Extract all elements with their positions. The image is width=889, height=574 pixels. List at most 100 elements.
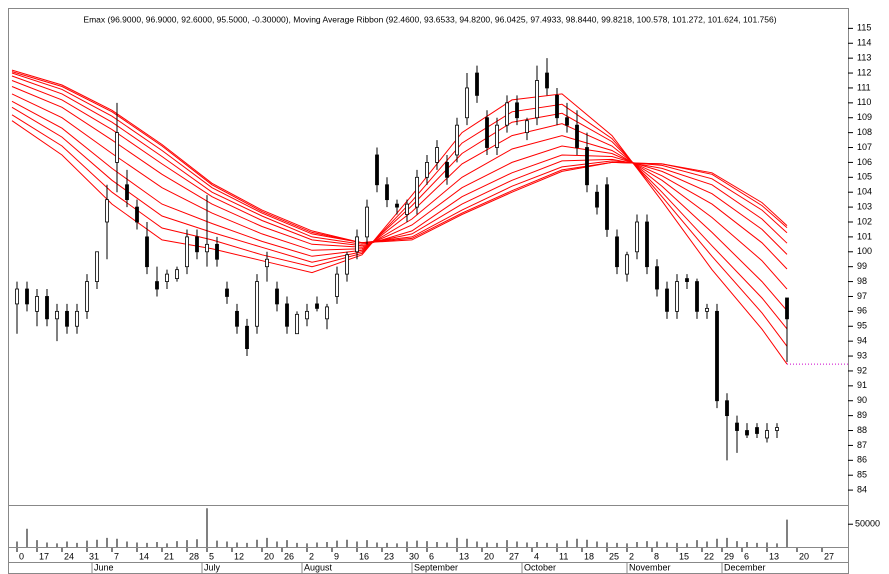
ribbon-line: [11, 100, 788, 312]
chart-title: Emax (96.9000, 96.9000, 92.6000, 95.5000…: [83, 14, 776, 24]
y-tick-label: 108: [857, 127, 872, 137]
y-tick-label: 111: [857, 82, 871, 92]
x-tick-label: 5: [209, 551, 214, 561]
x-tick-label: 8: [654, 551, 659, 561]
x-tick-label: 18: [584, 551, 594, 561]
month-label: August: [304, 562, 333, 572]
candle-body: [195, 236, 199, 253]
candle-body: [745, 430, 749, 436]
candle-body: [565, 117, 569, 126]
candle-body: [215, 243, 219, 260]
candle-body: [725, 400, 729, 417]
y-tick-label: 92: [857, 365, 867, 375]
candle-body: [525, 120, 529, 134]
volume-tick-label: 50000: [855, 519, 880, 529]
candle-body: [495, 124, 499, 148]
x-tick-label: 22: [704, 551, 714, 561]
candle-body: [335, 273, 339, 297]
candle-body: [735, 422, 739, 431]
y-tick-label: 88: [857, 425, 867, 435]
candle-body: [175, 269, 179, 279]
candle-body: [125, 184, 129, 201]
candle-body: [65, 310, 69, 327]
y-tick-label: 103: [857, 201, 872, 211]
candle-body: [625, 254, 629, 275]
y-tick-label: 93: [857, 350, 867, 360]
candle-body: [85, 281, 89, 312]
candle-body: [245, 325, 249, 350]
candle-body: [255, 281, 259, 327]
candle-body: [295, 313, 299, 335]
candle-body: [235, 310, 239, 327]
x-tick-label: 13: [769, 551, 779, 561]
month-label: July: [204, 562, 221, 572]
candle-body: [155, 281, 159, 290]
candle-body: [275, 288, 279, 305]
month-label: June: [94, 562, 114, 572]
candle-body: [655, 266, 659, 290]
x-tick-label: 24: [64, 551, 74, 561]
x-tick-label: 15: [679, 551, 689, 561]
candle-body: [585, 147, 589, 186]
y-tick-label: 115: [857, 23, 871, 33]
candle-body: [165, 273, 169, 282]
x-tick-label: 20: [264, 551, 274, 561]
candle-body: [425, 162, 429, 178]
x-tick-label: 12: [234, 551, 244, 561]
candle-body: [345, 254, 349, 275]
y-tick-label: 113: [857, 53, 871, 63]
month-label: September: [414, 562, 458, 572]
y-tick-label: 89: [857, 410, 867, 420]
month-label: December: [724, 562, 766, 572]
x-tick-label: 25: [609, 551, 619, 561]
candle-body: [365, 206, 369, 238]
candle-body: [685, 278, 689, 282]
x-tick-label: 9: [334, 551, 339, 561]
candle-body: [575, 124, 579, 148]
y-tick-label: 101: [857, 231, 872, 241]
candle-body: [305, 310, 309, 320]
y-tick-label: 86: [857, 455, 867, 465]
ribbon-line: [11, 86, 788, 270]
candle-body: [635, 221, 639, 253]
candle-body: [15, 288, 19, 305]
candle-body: [665, 288, 669, 312]
y-tick-label: 90: [857, 395, 867, 405]
x-tick-label: 4: [534, 551, 539, 561]
candle-body: [225, 288, 229, 297]
x-tick-label: 27: [509, 551, 519, 561]
candle-body: [455, 124, 459, 156]
candle-body: [435, 147, 439, 163]
month-label: October: [524, 562, 556, 572]
candle-body: [415, 176, 419, 208]
x-tick-label: 17: [39, 551, 49, 561]
candle-body: [135, 206, 139, 223]
candle-body: [205, 243, 209, 253]
candle-body: [505, 102, 509, 126]
candle-body: [105, 199, 109, 223]
candle-body: [675, 281, 679, 312]
candle-body: [95, 251, 99, 282]
y-tick-label: 85: [857, 470, 867, 480]
candle-body: [185, 236, 189, 268]
y-tick-label: 106: [857, 157, 872, 167]
y-tick-label: 102: [857, 216, 872, 226]
y-tick-label: 112: [857, 67, 871, 77]
x-tick-label: 2: [309, 551, 314, 561]
x-tick-label: 6: [429, 551, 434, 561]
candle-body: [385, 184, 389, 201]
candle-body: [785, 297, 789, 320]
ribbon-line: [11, 93, 788, 290]
y-tick-label: 107: [857, 142, 872, 152]
candle-body: [765, 430, 769, 439]
candle-body: [375, 154, 379, 186]
candle-body: [545, 72, 549, 89]
candle-body: [25, 288, 29, 305]
candle-body: [475, 72, 479, 96]
candle-body: [605, 184, 609, 230]
candle-body: [645, 221, 649, 268]
candle-body: [445, 162, 449, 178]
candle-body: [405, 203, 409, 215]
